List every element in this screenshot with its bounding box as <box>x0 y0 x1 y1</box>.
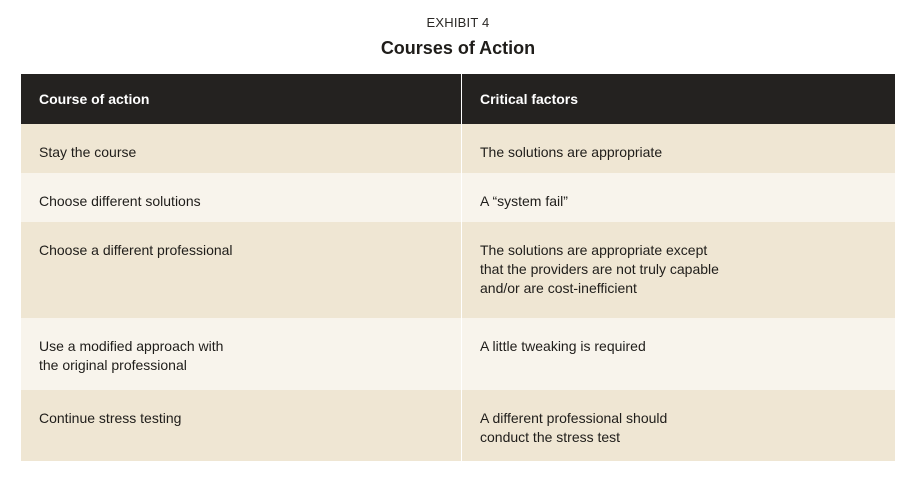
exhibit-label: EXHIBIT 4 <box>426 15 490 30</box>
exhibit-title: Courses of Action <box>380 38 536 58</box>
course-cell: Continue stress testing <box>21 390 462 461</box>
table-row: Use a modified approach with the origina… <box>21 318 895 390</box>
column-header-course: Course of action <box>21 74 462 124</box>
courses-table: Course of action Critical factors Stay t… <box>21 74 895 461</box>
course-cell: Stay the course <box>21 124 462 173</box>
factors-cell: A little tweaking is required <box>480 338 646 354</box>
factors-cell: The solutions are appropriate except tha… <box>480 242 719 296</box>
table-row: Continue stress testing A different prof… <box>21 390 895 461</box>
table-row: Choose different solutions A “system fai… <box>21 173 895 222</box>
factors-cell: The solutions are appropriate <box>480 144 663 160</box>
column-header-factors: Critical factors <box>480 91 579 107</box>
factors-cell: A different professional should conduct … <box>480 410 668 445</box>
course-cell: Choose a different professional <box>21 222 462 318</box>
course-cell: Use a modified approach with the origina… <box>21 318 462 390</box>
factors-cell: A “system fail” <box>480 193 568 209</box>
table-header-row: Course of action Critical factors <box>21 74 895 124</box>
course-cell: Choose different solutions <box>21 173 462 222</box>
table-row: Stay the course The solutions are approp… <box>21 124 895 173</box>
table-row: Choose a different professional The solu… <box>21 222 895 318</box>
exhibit-header: EXHIBIT 4 Courses of Action <box>0 0 916 59</box>
